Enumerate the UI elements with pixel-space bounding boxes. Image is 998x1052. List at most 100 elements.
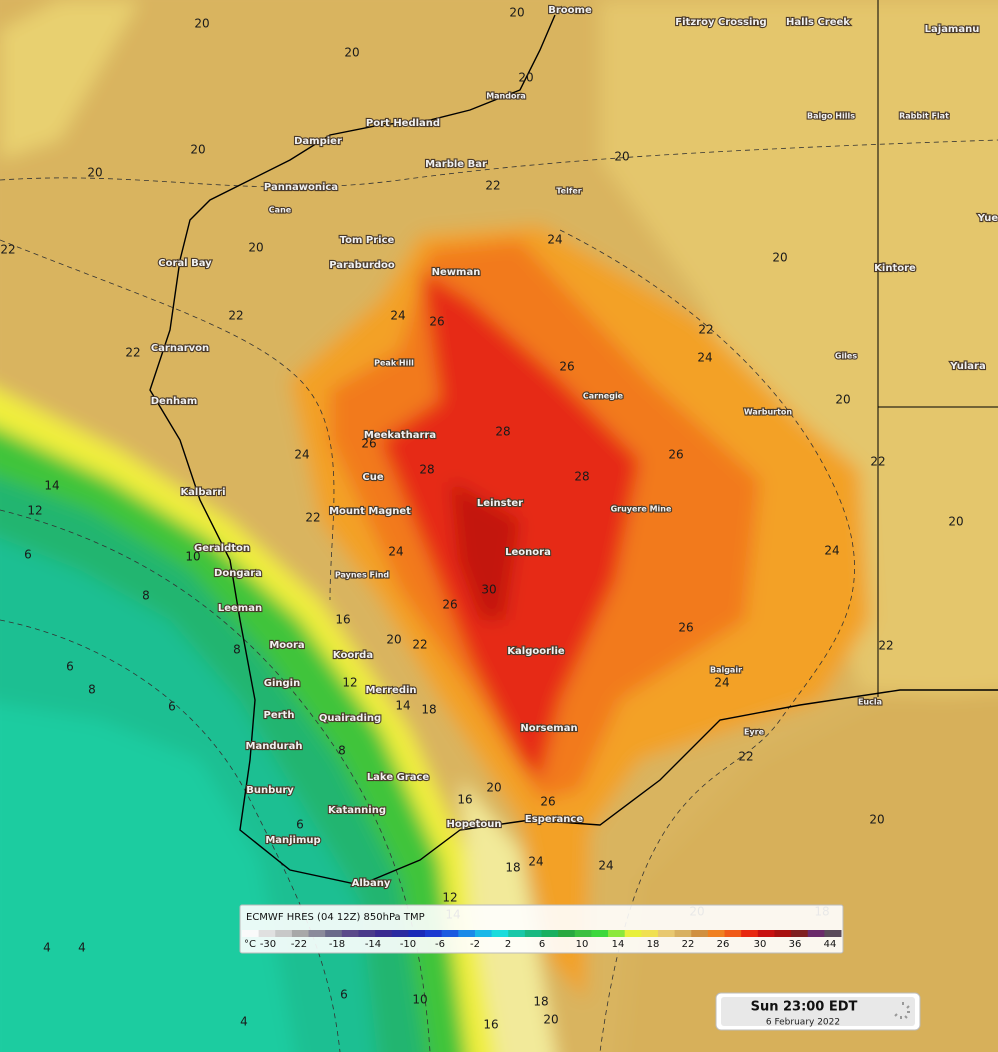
contour-label: 26 xyxy=(559,360,574,374)
contour-label: 22 xyxy=(0,243,15,257)
place-label: Peak Hill xyxy=(374,359,414,368)
legend-swatch xyxy=(325,930,343,937)
contour-label: 10 xyxy=(412,993,427,1007)
contour-label: 22 xyxy=(228,309,243,323)
contour-label: 20 xyxy=(869,813,884,827)
legend-swatch xyxy=(425,930,443,937)
legend-swatch xyxy=(258,930,276,937)
place-label: Yue xyxy=(977,213,998,224)
legend-tick-label: 44 xyxy=(824,939,837,950)
contour-label: 16 xyxy=(483,1018,498,1032)
legend-swatch xyxy=(657,930,676,937)
place-label: Marble Bar xyxy=(425,159,487,170)
legend-swatch xyxy=(458,930,476,937)
place-label: Broome xyxy=(548,5,592,16)
place-label: Kintore xyxy=(874,263,916,274)
contour-label: 24 xyxy=(294,448,309,462)
contour-label: 24 xyxy=(697,351,712,365)
time-box[interactable]: Sun 23:00 EDT 6 February 2022 xyxy=(715,992,921,1031)
legend-swatch xyxy=(824,930,842,937)
contour-label: 12 xyxy=(27,504,42,518)
place-label: Warburton xyxy=(744,408,793,417)
contour-label: 24 xyxy=(528,855,543,869)
place-label: Bunbury xyxy=(246,785,294,796)
place-label: Balgo Hills xyxy=(807,112,855,121)
place-label: Tom Price xyxy=(340,235,395,246)
contour-label: 30 xyxy=(481,583,496,597)
place-label: Balgair xyxy=(710,666,742,675)
place-label: Eyre xyxy=(744,728,765,737)
contour-label: 20 xyxy=(509,6,524,20)
contour-label: 12 xyxy=(442,891,457,905)
legend-tick-label: -6 xyxy=(435,939,445,950)
place-label: Hopetoun xyxy=(446,819,501,830)
place-label: Perth xyxy=(264,710,295,721)
contour-label: 26 xyxy=(442,598,457,612)
legend-tick-label: 26 xyxy=(717,939,730,950)
contour-label: 24 xyxy=(390,309,405,323)
place-label: Gruyere Mine xyxy=(611,505,672,514)
legend-tick-label: 30 xyxy=(754,939,767,950)
contour-label: 26 xyxy=(540,795,555,809)
contour-label: 24 xyxy=(547,233,562,247)
legend-swatch xyxy=(524,930,542,937)
contour-label: 20 xyxy=(835,393,850,407)
contour-label: 6 xyxy=(24,548,32,562)
legend-unit: °C xyxy=(244,939,256,950)
contour-label: 20 xyxy=(386,633,401,647)
contour-label: 14 xyxy=(395,699,410,713)
place-label: Katanning xyxy=(328,805,386,816)
place-label: Lake Grace xyxy=(367,772,430,783)
legend-tick-label: -18 xyxy=(329,939,345,950)
legend-tick-label: 10 xyxy=(576,939,589,950)
contour-label: 18 xyxy=(421,703,436,717)
legend-swatch xyxy=(674,930,692,937)
contour-label: 20 xyxy=(190,143,205,157)
contour-label: 22 xyxy=(698,323,713,337)
legend-tick-label: -14 xyxy=(365,939,381,950)
contour-label: 10 xyxy=(185,550,200,564)
contour-label: 24 xyxy=(824,544,839,558)
place-label: Dongara xyxy=(214,568,262,579)
contour-label: 28 xyxy=(574,470,589,484)
place-label: Leinster xyxy=(477,498,523,509)
place-label: Manjimup xyxy=(265,835,320,846)
contour-label: 20 xyxy=(614,150,629,164)
place-label: Paraburdoo xyxy=(329,260,395,271)
place-label: Paynes Find xyxy=(335,571,390,580)
place-label: Albany xyxy=(352,878,391,889)
place-label: Giles xyxy=(835,352,857,361)
contour-label: 26 xyxy=(678,621,693,635)
legend-swatch xyxy=(508,930,526,937)
legend-swatch xyxy=(441,930,459,937)
contours xyxy=(0,139,998,1052)
place-label: Kalgoorlie xyxy=(507,646,565,657)
legend-swatch xyxy=(741,930,759,937)
place-label: Rabbit Flat xyxy=(899,112,949,121)
legend-tick-label: -2 xyxy=(470,939,480,950)
contour-label: 24 xyxy=(714,676,729,690)
legend-swatch xyxy=(791,930,809,937)
legend-swatch xyxy=(375,930,393,937)
legend-swatch xyxy=(574,930,592,937)
legend-swatch xyxy=(341,930,359,937)
contour-label: 16 xyxy=(457,793,472,807)
legend-swatch xyxy=(541,930,559,937)
place-label: Cue xyxy=(362,472,383,483)
legend-swatch xyxy=(474,930,493,937)
contour-label: 4 xyxy=(78,941,86,955)
contour-label: 6 xyxy=(340,988,348,1002)
legend-tick-label: 14 xyxy=(612,939,625,950)
legend-tick-label: 18 xyxy=(647,939,660,950)
place-label: Telfer xyxy=(556,187,581,196)
place-label: Port Hedland xyxy=(366,118,440,129)
legend-title: ECMWF HRES (04 12Z) 850hPa TMP xyxy=(246,912,425,923)
time-label: Sun 23:00 EDT xyxy=(751,1000,858,1015)
legend-swatch xyxy=(724,930,742,937)
contour-label: 8 xyxy=(88,683,96,697)
place-label: Moora xyxy=(269,640,304,651)
place-label: Coral Bay xyxy=(158,258,212,269)
legend-swatch xyxy=(391,930,409,937)
contour-label: 22 xyxy=(485,179,500,193)
place-label: Lajamanu xyxy=(925,24,980,35)
